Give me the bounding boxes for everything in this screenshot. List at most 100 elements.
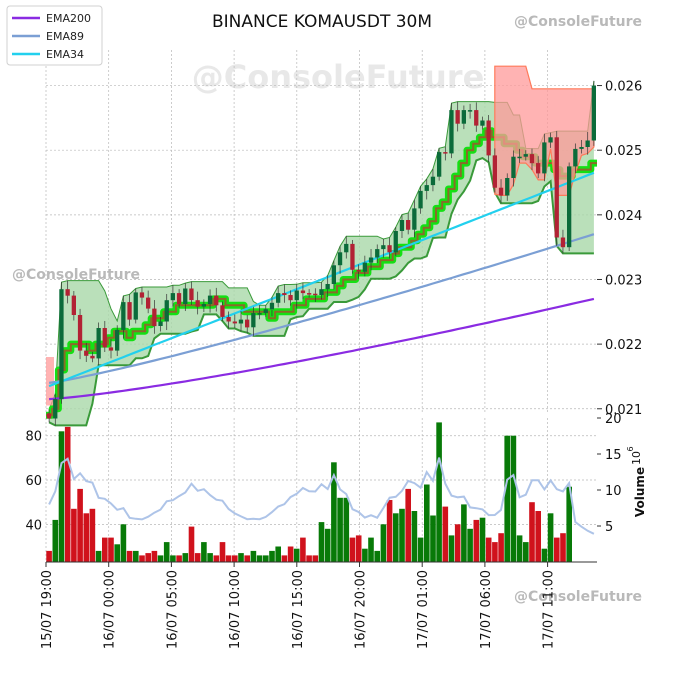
volume-bar <box>219 542 226 562</box>
volume-bar <box>306 555 312 562</box>
candle-body <box>517 156 522 159</box>
volume-bar <box>58 431 65 562</box>
volume-bar <box>479 517 486 562</box>
candle-body <box>554 137 559 238</box>
volume-bar <box>256 555 263 562</box>
candle-body <box>579 147 584 149</box>
volume-bar <box>343 497 350 562</box>
volume-bar <box>207 553 213 562</box>
volume-bar <box>461 504 467 562</box>
volume-bar <box>454 524 461 562</box>
volume-bar <box>77 488 83 562</box>
candle-body <box>368 257 374 263</box>
candle-body <box>560 237 566 248</box>
candle-body <box>424 185 429 191</box>
volume-bar <box>250 550 257 562</box>
candle-body <box>121 302 126 330</box>
legend-label: EMA34 <box>46 48 84 61</box>
volume-bar <box>417 537 424 562</box>
candle-body <box>412 208 417 230</box>
candle-body <box>245 319 250 328</box>
volume-bar <box>448 535 455 562</box>
volume-bar <box>176 555 182 562</box>
volume-left-tick-label: 40 <box>25 518 42 533</box>
candle-body <box>170 293 175 301</box>
candle-body <box>529 154 535 164</box>
volume-bar <box>386 500 393 562</box>
volume-bar <box>374 550 380 562</box>
volume-bar <box>139 555 145 562</box>
candle-body <box>65 289 70 296</box>
volume-bar <box>120 524 127 562</box>
candle-body <box>300 290 306 294</box>
volume-bar <box>516 535 523 562</box>
candle-body <box>77 315 83 351</box>
legend: EMA200 EMA89 EMA34 <box>6 5 103 66</box>
volume-bar <box>411 511 418 562</box>
candle-body <box>591 85 596 141</box>
volume-bar <box>133 550 139 562</box>
volume-axis-exponent: 6 <box>626 446 635 451</box>
x-tick-label: 17/07 01:00 <box>416 570 431 649</box>
volume-bar <box>201 542 207 562</box>
volume-bar <box>182 553 189 562</box>
candle-body <box>84 350 89 356</box>
candle-body <box>232 321 237 324</box>
candle-body <box>511 156 516 178</box>
volume-bar <box>504 435 510 562</box>
resistance-zone-left <box>46 357 54 406</box>
volume-bar <box>300 537 306 562</box>
price-tick-label: 0.021 <box>605 403 642 418</box>
candle-body <box>189 288 194 301</box>
candle-body <box>567 166 572 248</box>
watermark-text: @ConsoleFuture <box>12 267 140 283</box>
volume-bar <box>151 550 158 562</box>
volume-left-tick-label: 80 <box>25 430 42 445</box>
candle-body <box>331 265 336 284</box>
candle-body <box>505 178 510 196</box>
candle-body <box>437 152 442 177</box>
volume-bar <box>108 537 114 562</box>
volume-bar <box>331 462 337 562</box>
candle-body <box>467 110 473 112</box>
volume-right-tick-label: 20 <box>605 412 622 427</box>
price-tick-label: 0.022 <box>605 338 642 353</box>
candle-body <box>418 190 423 209</box>
candle-body <box>102 328 107 348</box>
volume-bar <box>485 537 492 562</box>
candle-body <box>152 308 157 327</box>
candle-body <box>406 220 411 230</box>
x-tick-label: 17/07 11:00 <box>542 570 557 649</box>
volume-bar <box>541 548 548 562</box>
watermark-text: @ConsoleFuture <box>192 58 485 96</box>
candle-body <box>276 293 281 303</box>
candle-body <box>498 187 504 196</box>
volume-bar <box>498 533 504 562</box>
volume-bar <box>126 550 133 562</box>
volume-bar <box>102 537 108 562</box>
volume-bar <box>467 528 473 562</box>
volume-right-tick-label: 5 <box>605 520 613 535</box>
candle-body <box>430 176 436 186</box>
volume-bar <box>430 515 436 562</box>
candle-body <box>325 284 330 290</box>
candle-body <box>282 293 287 295</box>
volume-bar <box>312 555 319 562</box>
volume-bar <box>510 435 517 562</box>
candle-body <box>133 292 138 320</box>
ema-line-ema89 <box>48 233 595 384</box>
volume-bar <box>170 555 176 562</box>
candle-body <box>108 347 114 351</box>
volume-bar <box>244 555 250 562</box>
candle-body <box>375 249 380 258</box>
volume-bar <box>46 550 52 562</box>
candle-body <box>195 300 200 307</box>
cloud-lower-edge <box>48 156 594 427</box>
x-tick-label: 16/07 10:00 <box>228 570 243 649</box>
x-tick-label: 16/07 05:00 <box>165 570 180 649</box>
candle-body <box>220 305 225 317</box>
candle-body <box>127 302 132 320</box>
candle-body <box>313 293 318 296</box>
volume-bar <box>529 502 535 562</box>
